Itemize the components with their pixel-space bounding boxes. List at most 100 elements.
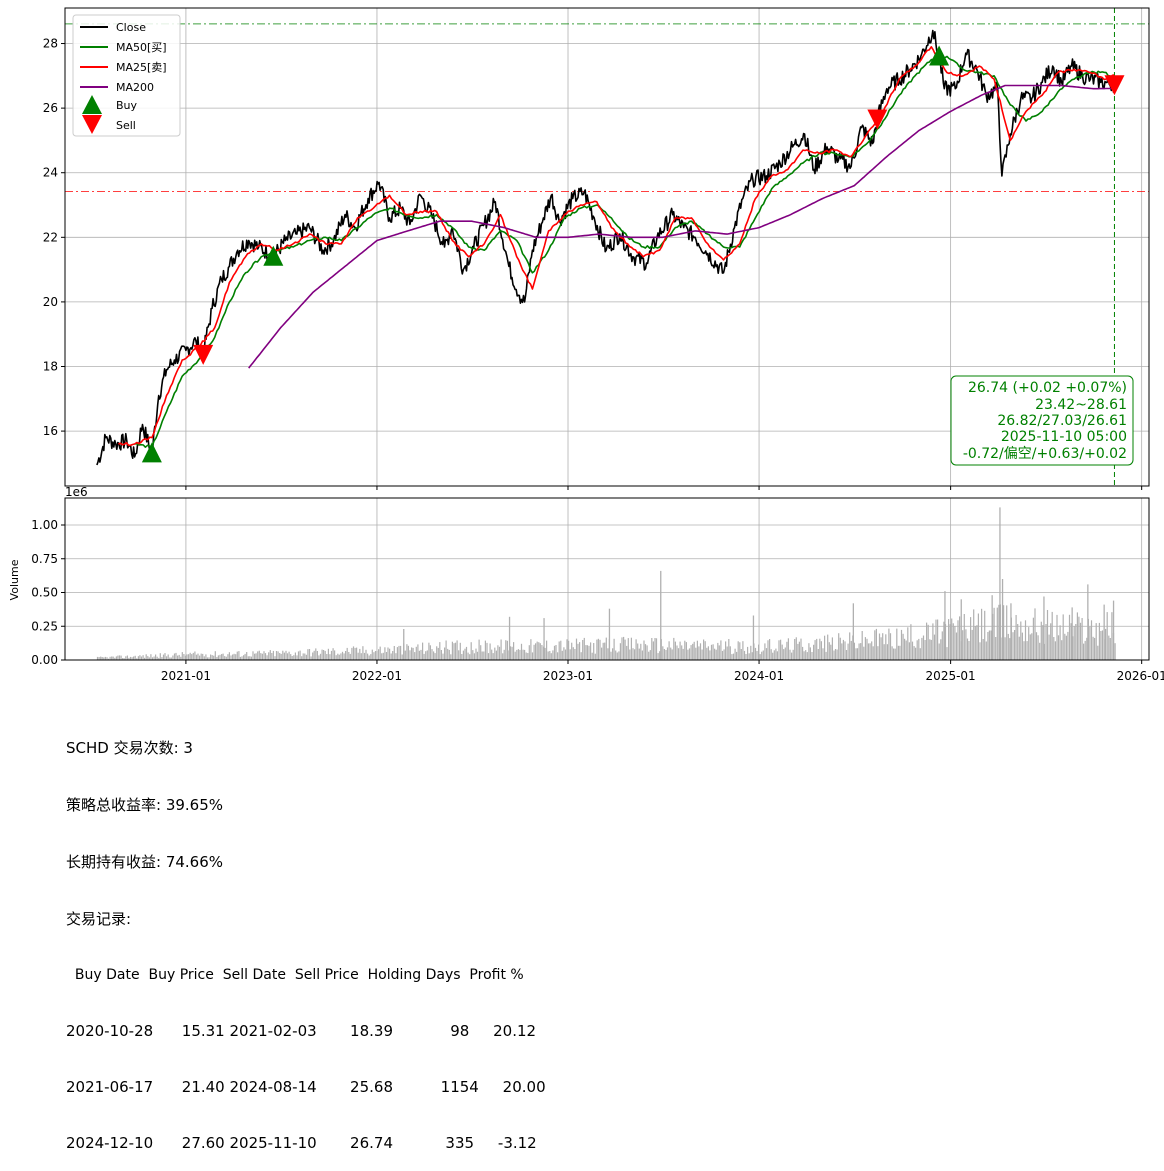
volume-bar <box>286 653 289 660</box>
volume-bar <box>186 654 188 660</box>
volume-bar <box>608 608 611 660</box>
volume-bar <box>568 640 570 660</box>
volume-bar <box>571 642 573 660</box>
volume-bar <box>913 646 915 660</box>
volume-bar <box>183 654 185 660</box>
volume-bar <box>498 646 501 660</box>
annotation-line-signal: -0.72/偏空/+0.63/+0.02 <box>963 446 1127 462</box>
volume-bar <box>723 649 725 660</box>
volume-bar <box>853 642 855 660</box>
volume-bar <box>717 642 719 660</box>
volume-bar <box>998 604 1000 660</box>
price-annotation-box: 26.74 (+0.02 +0.07%) 23.42~28.61 26.82/2… <box>950 375 1134 466</box>
series-line-ma25 <box>118 46 1115 447</box>
volume-bar <box>880 637 882 660</box>
volume-bar <box>963 614 965 660</box>
volume-bar <box>754 647 757 660</box>
volume-bar <box>852 603 854 660</box>
volume-bar <box>999 507 1001 660</box>
volume-bar <box>158 657 160 660</box>
volume-bar <box>462 650 464 660</box>
volume-bar <box>662 646 664 660</box>
volume-bar <box>103 657 105 660</box>
volume-bar <box>301 656 303 660</box>
volume-bar <box>558 641 560 660</box>
volume-bar <box>922 635 925 660</box>
volume-bar <box>131 657 133 660</box>
volume-bar <box>1081 618 1083 660</box>
volume-bar <box>657 653 659 660</box>
volume-bar <box>769 639 771 660</box>
volume-bar <box>417 644 419 660</box>
volume-bar <box>1043 596 1045 660</box>
volume-bar <box>524 649 526 660</box>
volume-bar <box>891 646 893 660</box>
volume-bar <box>177 655 179 660</box>
volume-bar <box>552 650 554 660</box>
volume-bar <box>549 651 551 660</box>
volume-bar <box>178 654 180 660</box>
volume-bar <box>516 649 518 660</box>
volume-bar <box>275 651 278 660</box>
volume-bar <box>476 651 479 660</box>
volume-bar <box>990 630 992 660</box>
price-volume-chart: 16 18 20 22 24 26 28 Close MA50[买] MA25[卖] MA2… <box>8 7 1164 683</box>
volume-bar <box>726 646 728 660</box>
volume-bar <box>715 649 717 660</box>
volume-bar <box>758 644 760 660</box>
volume-bar <box>129 656 132 660</box>
volume-bar <box>199 655 201 660</box>
volume-bar <box>115 656 117 660</box>
volume-bar <box>508 616 511 660</box>
volume-bar <box>398 645 400 660</box>
volume-bar <box>472 650 474 660</box>
volume-bar <box>761 651 763 660</box>
volume-bar <box>365 649 367 660</box>
volume-bar <box>368 655 370 660</box>
volume-bar <box>926 622 928 660</box>
volume-bar <box>982 639 984 660</box>
volume-bar <box>803 651 805 660</box>
volume-bar <box>112 656 114 660</box>
volume-bar <box>147 656 149 660</box>
volume-bar <box>1087 584 1089 660</box>
volume-bar <box>566 639 568 660</box>
volume-bar <box>217 655 219 660</box>
volume-bar <box>602 642 604 660</box>
volume-bar <box>627 638 629 660</box>
volume-bar <box>809 647 811 660</box>
volume-bar <box>290 654 292 660</box>
buy-marker <box>141 442 162 463</box>
volume-bar <box>564 649 567 660</box>
volume-bar <box>935 619 937 660</box>
volume-bar <box>293 655 295 660</box>
volume-bar <box>740 649 742 660</box>
volume-bar <box>736 651 738 660</box>
volume-bar <box>450 654 452 660</box>
volume-bar <box>699 643 702 660</box>
volume-bar <box>842 639 844 660</box>
volume-bar <box>431 649 433 660</box>
volume-bar <box>252 651 254 660</box>
volume-bar <box>1068 614 1071 660</box>
volume-bar <box>148 657 150 660</box>
volume-bar <box>459 642 461 660</box>
volume-bar <box>425 651 427 660</box>
volume-bar <box>1031 633 1033 660</box>
volume-bar <box>437 647 439 660</box>
volume-bar <box>899 645 901 660</box>
volume-bar <box>473 653 475 660</box>
volume-bar <box>772 652 774 660</box>
volume-bar <box>588 645 590 660</box>
volume-bar <box>109 656 111 660</box>
volume-bar <box>244 653 246 660</box>
volume-bar <box>169 657 171 660</box>
volume-bar <box>921 637 923 660</box>
volume-bar <box>612 648 614 660</box>
volume-bar <box>902 633 904 660</box>
volume-bar <box>560 640 562 660</box>
volume-bar <box>861 631 863 660</box>
volume-bar <box>919 648 921 660</box>
volume-bar <box>453 643 455 660</box>
legend-ma200-label: MA200 <box>116 81 154 94</box>
